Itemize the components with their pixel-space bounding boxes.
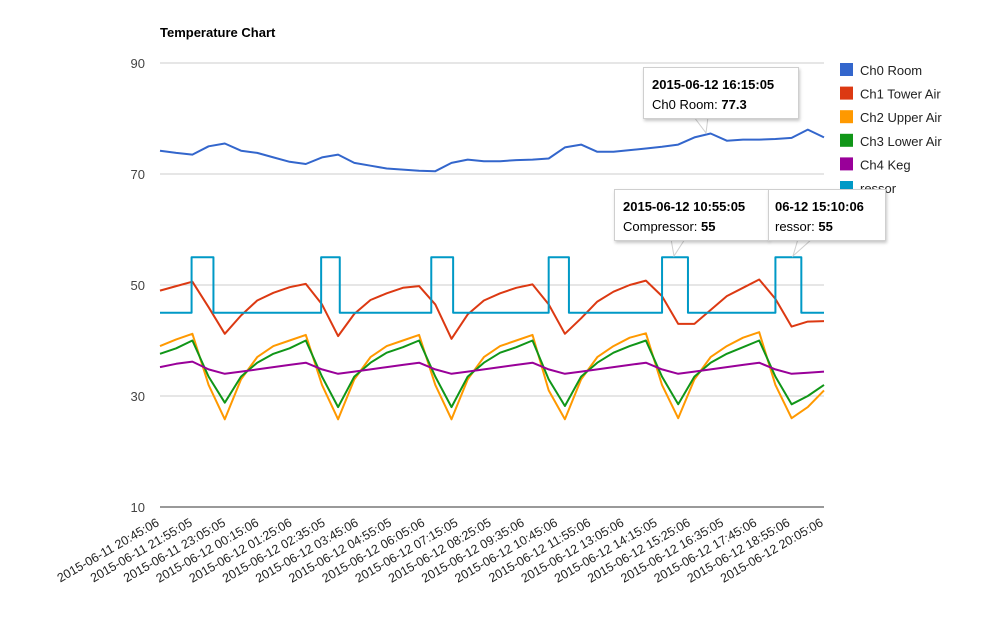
- series-line-ch1-tower-air: [159, 278, 825, 340]
- legend-swatch: [840, 133, 853, 147]
- tooltip-compressor: 2015-06-12 10:55:05 Compressor: 55: [614, 189, 769, 241]
- tooltip-time: 2015-06-12 10:55:05: [623, 199, 746, 214]
- tooltip-value: 55: [818, 219, 833, 234]
- y-tick-label: 70: [131, 167, 145, 182]
- legend-swatch: [840, 110, 853, 124]
- series-line-ch4-keg: [159, 360, 825, 375]
- tooltip-compressor-clipped: 06-12 15:10:06 ressor: 55: [768, 189, 886, 241]
- legend-swatch: [840, 157, 853, 171]
- y-tick-label: 90: [131, 56, 145, 71]
- tooltip-pointer: [792, 238, 814, 258]
- legend-label: Ch2 Upper Air: [860, 110, 942, 125]
- chart-title: Temperature Chart: [160, 25, 276, 40]
- y-tick-label: 50: [131, 278, 145, 293]
- y-axis-ticks: 10 30 50 70 90: [131, 56, 145, 515]
- tooltip-value: 55: [701, 219, 716, 234]
- series-line-ch0-room: [159, 128, 825, 173]
- legend-swatch: [840, 86, 853, 100]
- legend-label: Ch0 Room: [860, 63, 922, 78]
- tooltip-time: 2015-06-12 16:15:05: [652, 77, 775, 92]
- tooltip-time: 06-12 15:10:06: [775, 199, 864, 214]
- legend-swatch: [840, 63, 853, 76]
- tooltip-series: Ch0 Room:: [652, 97, 722, 112]
- legend-label: Ch1 Tower Air: [860, 87, 941, 102]
- legend-label: Ch3 Lower Air: [860, 134, 942, 149]
- legend-label: Ch4 Keg: [860, 157, 911, 172]
- legend: Ch0 Room Ch1 Tower Air Ch2 Upper Air Ch3 Lo…: [840, 63, 942, 196]
- series-lines: [159, 128, 825, 421]
- tooltip-ch0-room: 2015-06-12 16:15:05 Ch0 Room: 77.3: [643, 67, 799, 119]
- series-line-compressor: [160, 256, 824, 314]
- tooltip-series: Compressor:: [623, 219, 702, 234]
- tooltip-series: ressor:: [775, 219, 819, 234]
- gridlines: [160, 62, 824, 508]
- series-line-ch3-lower-air: [159, 339, 825, 409]
- tooltip-pointer: [693, 116, 709, 135]
- tooltip-value: 77.3: [721, 97, 747, 112]
- y-tick-label: 30: [131, 389, 145, 404]
- series-line-ch2-upper-air: [159, 331, 825, 421]
- y-tick-label: 10: [131, 500, 145, 515]
- tooltip-pointer: [670, 238, 686, 258]
